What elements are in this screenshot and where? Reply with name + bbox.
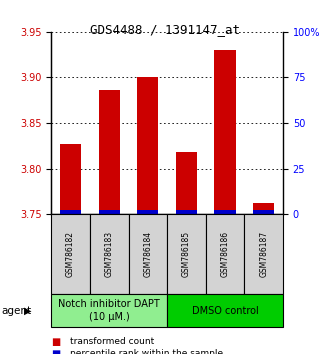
Bar xyxy=(137,78,159,214)
Bar xyxy=(60,144,81,214)
Text: GSM786187: GSM786187 xyxy=(259,231,268,277)
Text: GDS4488 / 1391147_at: GDS4488 / 1391147_at xyxy=(90,23,241,36)
Text: GSM786186: GSM786186 xyxy=(220,231,230,277)
Text: DMSO control: DMSO control xyxy=(192,306,259,316)
Text: percentile rank within the sample: percentile rank within the sample xyxy=(70,349,223,354)
Bar xyxy=(60,210,81,214)
Bar xyxy=(253,203,274,214)
Bar xyxy=(137,210,159,214)
Text: GSM786184: GSM786184 xyxy=(143,231,152,277)
Text: GSM786183: GSM786183 xyxy=(105,231,114,277)
Text: transformed count: transformed count xyxy=(70,337,154,346)
Text: Notch inhibitor DAPT
(10 μM.): Notch inhibitor DAPT (10 μM.) xyxy=(58,299,160,322)
Bar xyxy=(214,50,236,214)
Text: agent: agent xyxy=(2,306,32,316)
Text: ■: ■ xyxy=(51,337,61,347)
Text: GSM786182: GSM786182 xyxy=(66,231,75,277)
Bar xyxy=(99,210,120,214)
Bar xyxy=(214,210,236,214)
Text: ▶: ▶ xyxy=(24,306,32,316)
Text: GSM786185: GSM786185 xyxy=(182,231,191,277)
Bar xyxy=(253,210,274,214)
Bar xyxy=(176,152,197,214)
Bar xyxy=(176,210,197,214)
Text: ■: ■ xyxy=(51,349,61,354)
Bar xyxy=(99,90,120,214)
